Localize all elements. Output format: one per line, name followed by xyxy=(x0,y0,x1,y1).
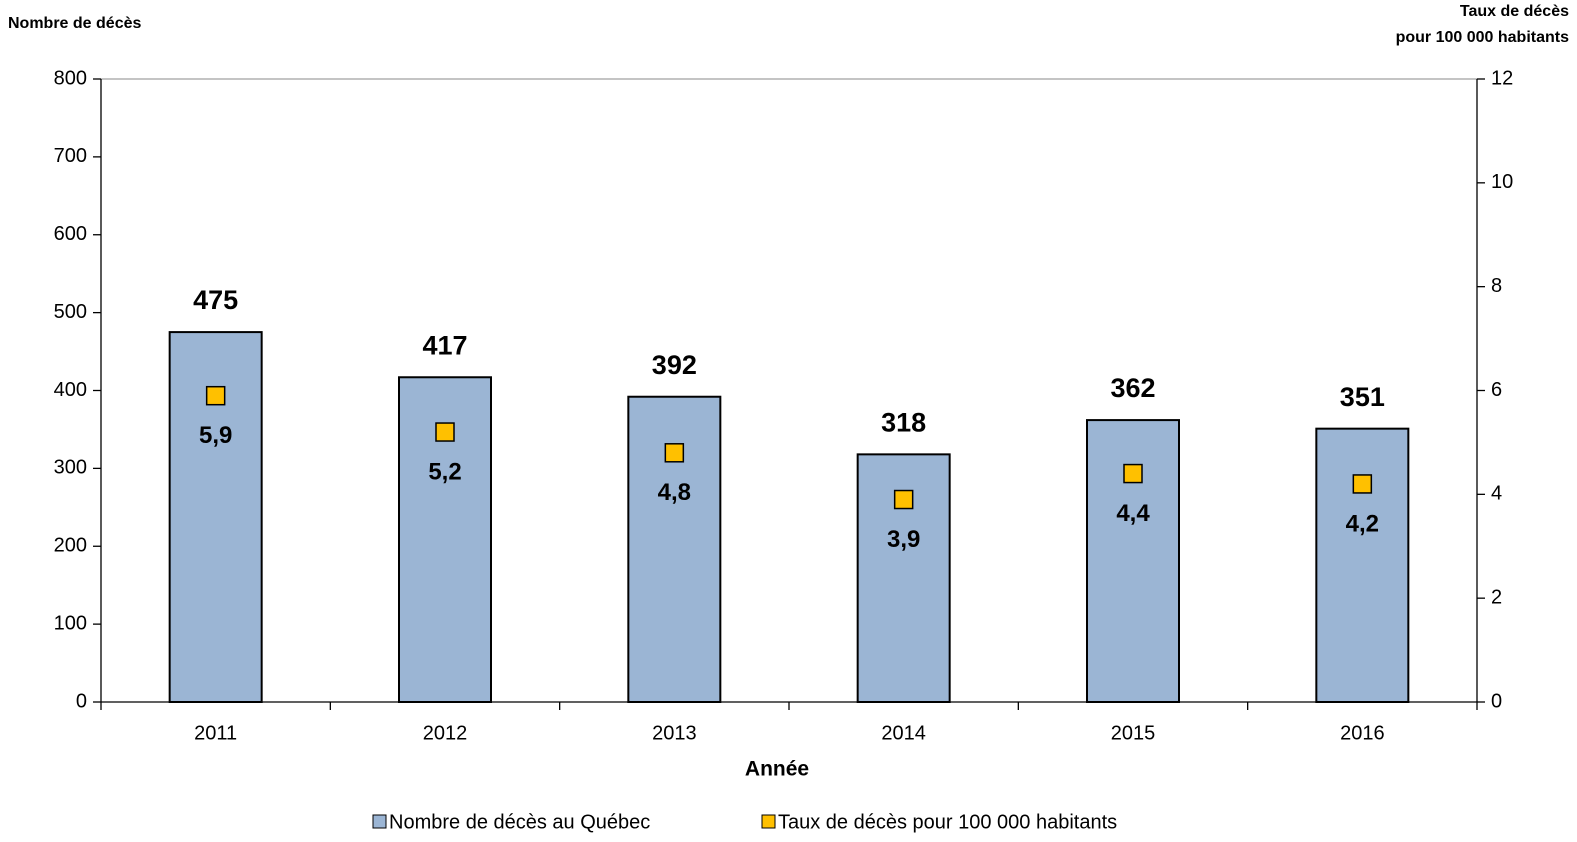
y2-tick-label: 8 xyxy=(1491,275,1502,297)
bar-value-label: 417 xyxy=(422,330,467,360)
bar-value-label: 392 xyxy=(652,350,697,380)
marker xyxy=(1352,474,1373,494)
y-tick-label: 200 xyxy=(54,535,87,557)
marker-value-label: 3,9 xyxy=(887,526,920,553)
marker-value-label: 5,9 xyxy=(199,422,232,449)
marker-value-label: 4,4 xyxy=(1116,500,1150,527)
y2-tick-label: 0 xyxy=(1491,690,1502,712)
legend-swatch xyxy=(761,814,776,829)
x-axis-title: Année xyxy=(745,758,809,781)
marker-value-label: 5,2 xyxy=(428,458,461,485)
y-tick-label: 400 xyxy=(54,379,87,401)
marker xyxy=(1123,463,1143,484)
x-tick-label: 2013 xyxy=(652,722,697,744)
y2-axis-title: pour 100 000 habitants xyxy=(1396,29,1569,46)
y-tick-label: 300 xyxy=(54,457,87,479)
bar xyxy=(1086,419,1180,703)
bar xyxy=(627,395,722,703)
marker xyxy=(435,422,455,442)
x-tick-label: 2014 xyxy=(881,722,926,744)
y2-tick-label: 4 xyxy=(1491,483,1502,505)
legend-label: Taux de décès pour 100 000 habitants xyxy=(778,811,1117,833)
plot-area xyxy=(100,78,1478,703)
y-axis-title: Nombre de décès xyxy=(8,15,141,32)
bar-value-label: 475 xyxy=(193,285,238,315)
y2-axis-title: Taux de décès xyxy=(1460,3,1569,20)
x-tick-label: 2015 xyxy=(1111,722,1156,744)
bar-value-label: 362 xyxy=(1110,373,1155,403)
y2-tick-label: 6 xyxy=(1491,379,1502,401)
legend-label: Nombre de décès au Québec xyxy=(389,811,650,833)
marker-value-label: 4,2 xyxy=(1346,510,1379,537)
marker xyxy=(205,385,226,406)
y-tick-label: 500 xyxy=(54,301,87,323)
marker xyxy=(664,443,685,463)
marker-value-label: 4,8 xyxy=(658,479,691,506)
x-tick-label: 2012 xyxy=(423,722,468,744)
bar xyxy=(1315,427,1410,703)
y-tick-label: 100 xyxy=(54,612,87,634)
y-tick-label: 800 xyxy=(54,67,87,89)
bar-value-label: 351 xyxy=(1340,382,1385,412)
y-tick-label: 0 xyxy=(76,690,87,712)
y2-tick-label: 2 xyxy=(1491,586,1502,608)
y2-tick-label: 12 xyxy=(1491,67,1513,89)
y-tick-label: 600 xyxy=(54,223,87,245)
marker xyxy=(893,489,914,510)
bar-value-label: 318 xyxy=(881,407,926,437)
y2-tick-label: 10 xyxy=(1491,171,1513,193)
x-tick-label: 2011 xyxy=(194,722,237,744)
bar xyxy=(856,453,951,704)
legend-swatch xyxy=(372,814,387,829)
y-tick-label: 700 xyxy=(54,145,87,167)
x-tick-label: 2016 xyxy=(1340,722,1385,744)
